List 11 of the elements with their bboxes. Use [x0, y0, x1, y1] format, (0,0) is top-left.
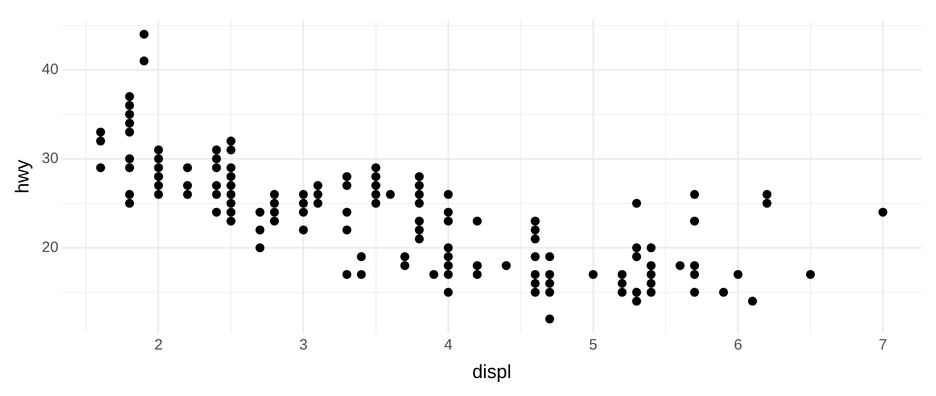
x-tick-label: 6 — [734, 336, 742, 354]
x-tick-label: 7 — [878, 336, 888, 354]
x-tick-label: 4 — [444, 336, 452, 354]
y-tick-label: 30 — [42, 150, 58, 167]
y-tick-label: 40 — [42, 60, 58, 78]
x-tick-label: 2 — [154, 336, 163, 354]
y-axis-title: hwy — [12, 159, 34, 194]
y-tick-label: 20 — [42, 238, 58, 256]
x-tick-label: 5 — [588, 336, 598, 354]
x-tick-label: 3 — [299, 336, 308, 354]
x-axis-title: displ — [472, 362, 512, 383]
